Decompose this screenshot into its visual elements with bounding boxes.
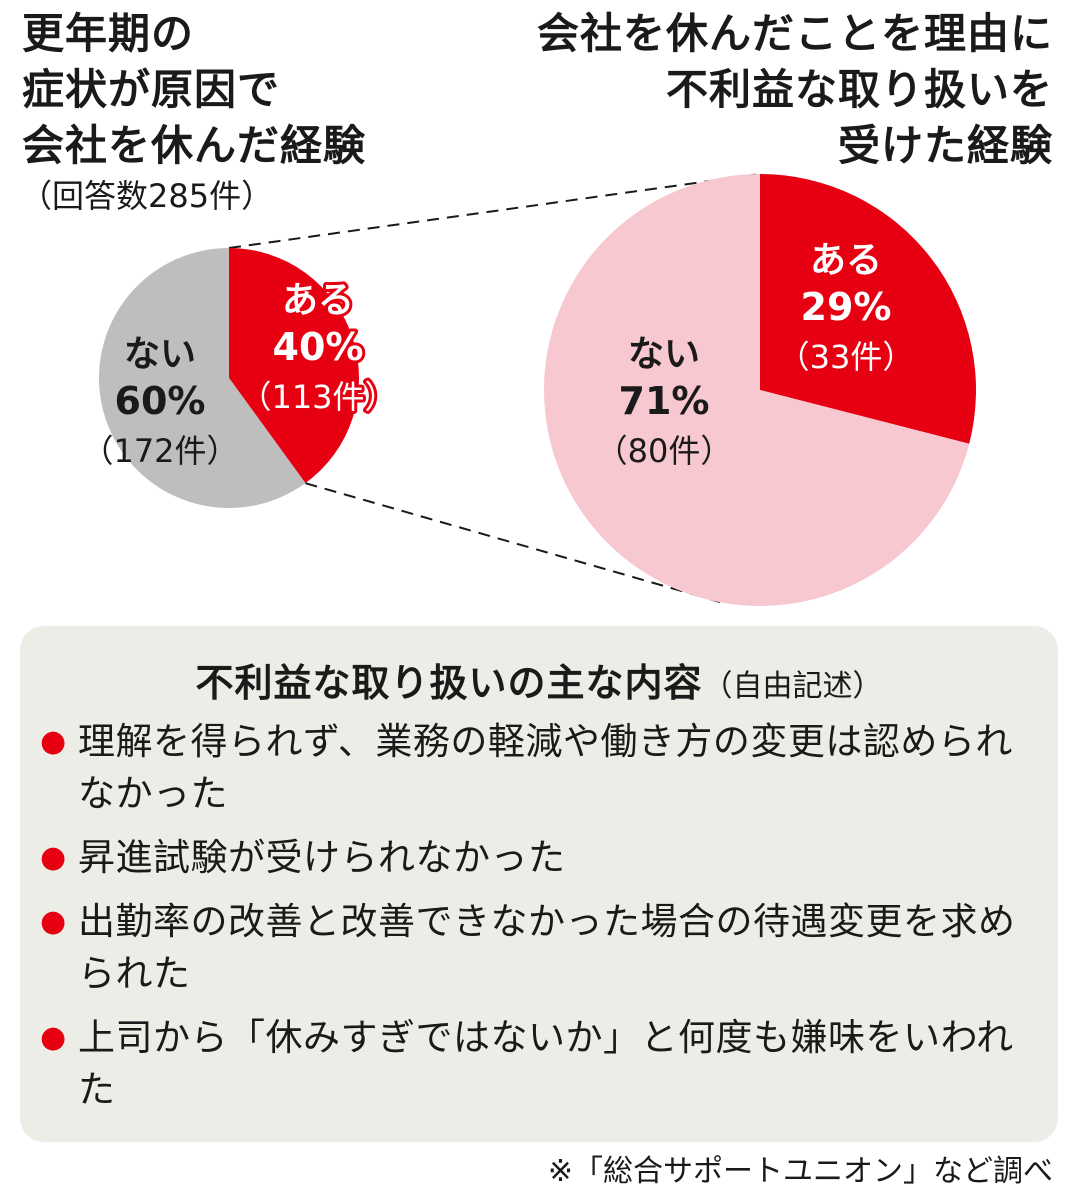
list-item-text: 出勤率の改善と改善できなかった場合の待遇変更を求められた xyxy=(78,900,1016,995)
list-item: ● 理解を得られず、業務の軽減や働き方の変更は認められなかった xyxy=(40,716,1050,820)
slice-label-no: （80件） xyxy=(596,432,733,470)
slice-yes xyxy=(229,248,359,484)
left-title-line: 会社を休んだ経験 xyxy=(22,121,367,170)
left-count-note: （回答数285件） xyxy=(20,177,274,215)
list-item-text: 理解を得られず、業務の軽減や働き方の変更は認められなかった xyxy=(78,720,1013,815)
slice-label-no: （172件） xyxy=(81,432,238,470)
slice-label-yes: （113件） xyxy=(239,378,396,416)
slice-label-no: 71% xyxy=(619,379,710,423)
left-title-line: 症状が原因で xyxy=(22,65,281,114)
list-item: ● 上司から「休みすぎではないか」と何度も嫌味をいわれた xyxy=(40,1012,1050,1116)
details-panel: 不利益な取り扱いの主な内容（自由記述） ● 理解を得られず、業務の軽減や働き方の… xyxy=(20,626,1058,1142)
panel-title: 不利益な取り扱いの主な内容（自由記述） xyxy=(20,652,1058,707)
bullet-icon: ● xyxy=(40,1020,67,1055)
right-title-line: 受けた経験 xyxy=(837,121,1053,170)
slice-label-yes: ある xyxy=(282,280,354,321)
left-chart-title: 更年期の 症状が原因で 会社を休んだ経験 xyxy=(22,6,482,174)
list-item: ● 出勤率の改善と改善できなかった場合の待遇変更を求められた xyxy=(40,896,1050,1000)
slice-label-no: ない xyxy=(124,334,196,375)
bullet-icon: ● xyxy=(40,840,67,875)
slice-label-yes: ある xyxy=(810,240,882,281)
slice-yes xyxy=(760,174,977,444)
slice-label-yes: 29% xyxy=(801,285,892,329)
left-title-line: 更年期の xyxy=(22,9,195,58)
panel-list: ● 理解を得られず、業務の軽減や働き方の変更は認められなかった ● 昇進試験が受… xyxy=(40,716,1050,1128)
source-note: ※「総合サポートユニオン」など調べ xyxy=(547,1154,1053,1189)
slice-label-no: ない xyxy=(628,334,700,375)
list-item: ● 昇進試験が受けられなかった xyxy=(40,832,1050,884)
slice-label-yes: 40% xyxy=(273,325,364,369)
slice-no xyxy=(544,174,970,606)
connector-line xyxy=(305,482,721,603)
pie-charts: ある40%（113件）ない60%（172件）ある29%（33件）ない71%（80… xyxy=(81,173,977,606)
list-item-text: 上司から「休みすぎではないか」と何度も嫌味をいわれた xyxy=(78,1016,1014,1111)
slice-label-yes: （33件） xyxy=(778,338,915,376)
bullet-icon: ● xyxy=(40,724,67,759)
slice-label-no: 60% xyxy=(115,379,206,423)
right-title-line: 不利益な取り扱いを xyxy=(665,65,1053,114)
slice-no xyxy=(98,247,306,508)
right-title-line: 会社を休んだことを理由に xyxy=(536,9,1053,58)
bullet-icon: ● xyxy=(40,904,67,939)
panel-title-sub: （自由記述） xyxy=(702,669,883,704)
panel-title-main: 不利益な取り扱いの主な内容 xyxy=(195,661,703,705)
right-chart-title: 会社を休んだことを理由に 不利益な取り扱いを 受けた経験 xyxy=(433,6,1053,174)
list-item-text: 昇進試験が受けられなかった xyxy=(78,836,566,879)
connector-line xyxy=(228,173,761,249)
